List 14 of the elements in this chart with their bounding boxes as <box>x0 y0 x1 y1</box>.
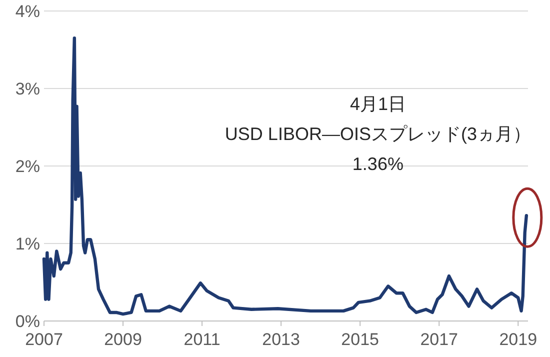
x-tick-label: 2007 <box>25 330 63 349</box>
annotation: 4月1日 USD LIBOR—OISスプレッド(3ヵ月） 1.36% <box>224 94 531 174</box>
x-tick-label: 2019 <box>499 330 538 349</box>
y-tick-label: 0% <box>15 312 40 331</box>
x-tick-label: 2015 <box>341 330 379 349</box>
x-tick-label: 2011 <box>184 330 220 349</box>
x-tick-label: 2017 <box>420 330 458 349</box>
y-tick-label: 4% <box>15 2 40 21</box>
x-tick-label: 2009 <box>104 330 142 349</box>
y-tick-label: 3% <box>15 80 40 98</box>
y-tick-label: 1% <box>15 234 40 254</box>
y-tick-label: 2% <box>15 157 40 176</box>
x-tick-label: 2013 <box>262 330 300 349</box>
line-series <box>42 36 528 316</box>
